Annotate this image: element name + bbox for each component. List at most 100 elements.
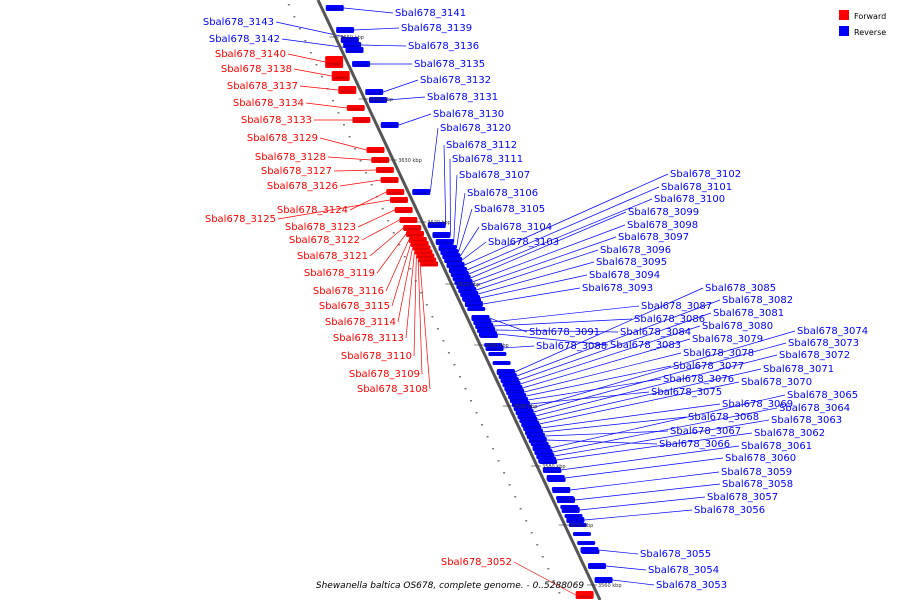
gene-feature xyxy=(526,433,545,437)
gene-label: Sbal678_3137 xyxy=(227,81,298,92)
leader-line xyxy=(417,259,423,375)
leader-line xyxy=(574,483,721,501)
leader-line xyxy=(531,330,796,409)
gene-feature-shade xyxy=(338,30,353,32)
gene-feature-shade xyxy=(574,534,589,536)
leader-line xyxy=(535,354,778,417)
track-dot xyxy=(320,76,323,78)
gene-feature xyxy=(501,379,520,383)
gene-feature xyxy=(522,424,541,428)
gene-feature-shade xyxy=(577,595,592,598)
track-dot xyxy=(409,268,412,270)
gene-label: Sbal678_3103 xyxy=(488,237,559,248)
leader-line xyxy=(398,113,432,126)
gene-feature xyxy=(547,478,566,482)
gene-label: Sbal678_3134 xyxy=(233,98,304,109)
gene-feature-shade xyxy=(342,40,357,42)
gene-feature-shade xyxy=(354,64,369,66)
gene-feature-shade xyxy=(477,327,492,329)
gene-feature-shade xyxy=(382,125,397,127)
gene-label: Sbal678_3065 xyxy=(787,390,858,401)
leader-line xyxy=(349,191,387,211)
gene-label: Sbal678_3076 xyxy=(663,374,734,385)
gene-feature-shade xyxy=(405,228,420,230)
gene-label: Sbal678_3104 xyxy=(481,222,552,233)
gene-feature xyxy=(551,487,570,491)
gene-label: Sbal678_3116 xyxy=(313,286,384,297)
gene-label: Sbal678_3131 xyxy=(427,92,498,103)
gene-feature-shade xyxy=(545,471,560,473)
gene-feature xyxy=(479,334,498,338)
gene-label: Sbal678_3109 xyxy=(349,369,420,380)
gene-feature xyxy=(338,86,357,94)
scale-tick-label: 3580 kbp xyxy=(542,464,566,470)
gene-feature-shade xyxy=(414,192,429,194)
gene-label: Sbal678_3123 xyxy=(285,222,356,233)
leader-line xyxy=(397,247,413,323)
gene-feature xyxy=(475,325,494,329)
gene-label: Sbal678_3130 xyxy=(433,109,504,120)
track-dot xyxy=(332,100,334,102)
gene-label: Sbal678_3083 xyxy=(610,340,681,351)
gene-feature-shade xyxy=(553,489,568,491)
gene-label: Sbal678_3111 xyxy=(452,154,523,165)
track-dot xyxy=(287,4,290,6)
gene-label: Sbal678_3062 xyxy=(754,428,825,439)
gene-feature xyxy=(405,231,424,237)
leader-line xyxy=(539,381,740,425)
leader-line xyxy=(413,255,417,357)
gene-feature xyxy=(403,225,422,231)
gene-feature xyxy=(366,147,385,153)
gene-feature xyxy=(352,61,371,67)
gene-label: Sbal678_3102 xyxy=(670,169,741,180)
gene-feature-shade xyxy=(340,90,355,93)
track-dot xyxy=(398,244,401,246)
track-dot xyxy=(530,532,533,534)
gene-label: Sbal678_3110 xyxy=(341,351,412,362)
leader-line xyxy=(554,419,770,457)
gene-feature-shade xyxy=(469,309,484,311)
track-dot xyxy=(392,232,395,234)
gene-feature-shade xyxy=(487,348,502,350)
track-dot xyxy=(536,544,539,546)
leader-line xyxy=(482,287,581,305)
scale-tick-label: 3630 kbp xyxy=(398,158,422,164)
leader-line xyxy=(520,325,701,385)
track-dot xyxy=(298,28,301,30)
gene-feature-shade xyxy=(473,318,488,320)
leader-line xyxy=(543,416,687,433)
gene-feature-shade xyxy=(519,417,534,419)
gene-feature xyxy=(463,298,481,302)
gene-label: Sbal678_3128 xyxy=(255,152,326,163)
gene-feature-shade xyxy=(347,50,362,52)
track-dot xyxy=(348,136,351,138)
track-dot xyxy=(442,340,445,342)
gene-label: Sbal678_3100 xyxy=(654,194,725,205)
track-dot xyxy=(547,568,550,570)
gene-feature-shade xyxy=(530,440,545,442)
gene-label: Sbal678_3113 xyxy=(333,333,404,344)
track-dot xyxy=(337,112,340,114)
leader-line xyxy=(357,209,395,228)
gene-feature xyxy=(343,42,362,48)
leader-line xyxy=(305,102,347,109)
leader-line xyxy=(552,407,778,453)
track-dot xyxy=(552,580,555,582)
gene-feature-shade xyxy=(583,552,598,554)
track-dot xyxy=(403,256,406,258)
leader-line xyxy=(287,53,326,63)
leader-line xyxy=(333,169,376,172)
leader-line xyxy=(524,352,682,393)
leader-line xyxy=(556,432,753,461)
gene-feature-shade xyxy=(549,480,564,482)
track-dot xyxy=(387,220,390,222)
leader-line xyxy=(361,219,400,241)
gene-label: Sbal678_3121 xyxy=(297,251,368,262)
track-dot xyxy=(492,448,495,450)
leader-line xyxy=(529,391,650,405)
gene-label: Sbal678_3088 xyxy=(536,341,607,352)
gene-label: Sbal678_3077 xyxy=(673,361,744,372)
gene-feature-shade xyxy=(558,498,573,500)
